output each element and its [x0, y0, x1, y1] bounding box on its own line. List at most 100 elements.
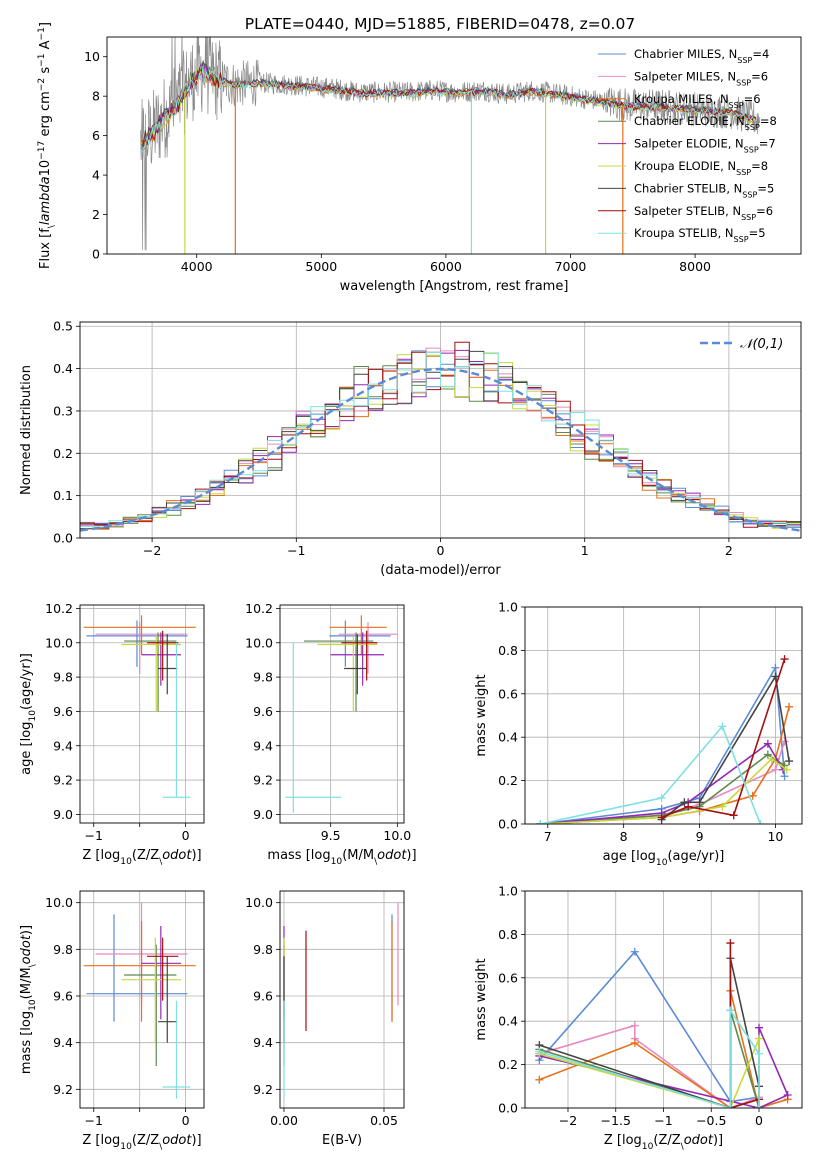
y-tick-label: 0.2 [53, 446, 73, 461]
model-line-kroupa-stelib [141, 65, 757, 154]
weight-line-chabrier-miles [538, 950, 760, 1103]
y-tick-label: 9.4 [253, 738, 273, 753]
weight-marker-kroupa-stelib [755, 1049, 764, 1058]
plot-area [283, 902, 399, 1099]
x-tick-label: 8000 [679, 259, 711, 274]
legend-label-chabrier-miles: Chabrier MILES, NSSP=4 [634, 47, 769, 65]
plot-area [535, 939, 792, 1108]
y-tick-label: 10.2 [45, 601, 73, 616]
y-tick-label: 9.0 [53, 807, 73, 822]
y-tick-label: 10.0 [45, 895, 73, 910]
y-tick-label: 0.3 [53, 403, 73, 418]
y-tick-label: 2 [92, 207, 100, 222]
plot-mass_age: 9.5 10.0 9.0 9.2 9.4 9.6 9.8 10.0 10.2 mass [log1… [245, 601, 416, 867]
plot-area [83, 902, 196, 1099]
weight-line-chabrier-miles [540, 665, 786, 824]
y-tick-label: 10.2 [245, 601, 273, 616]
error-point-kroupa-stelib [162, 1000, 191, 1099]
error-point-kroupa-stelib [285, 642, 342, 813]
error-point-salpeter-stelib [147, 630, 179, 681]
error-point-chabrier-stelib [344, 634, 367, 695]
normal-curve [80, 367, 801, 532]
x-tick-label: 10 [767, 829, 783, 844]
plot-z_mass: −1 0 9.2 9.4 9.6 9.8 10.0 Z [log10(Z/Z\odot)] ma… [19, 890, 205, 1152]
grid [525, 890, 802, 1109]
weight-marker-kroupa-elodie [767, 754, 776, 763]
weight-marker-kroupa-stelib [657, 793, 666, 802]
weight-marker-salpeter-elodie [783, 1090, 792, 1099]
legend: Chabrier MILES, NSSP=4 Salpeter MILES, NS… [598, 47, 777, 244]
weight-marker-chabrier-stelib [695, 798, 704, 807]
axes-frame [279, 604, 405, 824]
error-point-salpeter-miles [338, 622, 398, 674]
error-point-chabrier-miles [86, 620, 188, 667]
y-tick-label: 0.6 [498, 970, 518, 985]
plot-area [83, 615, 196, 798]
weight-marker-kroupa-stelib [755, 1104, 764, 1108]
y-tick-label: 9.8 [253, 670, 273, 685]
y-tick-label: 0.0 [498, 1101, 518, 1116]
x-tick-label: 7000 [555, 259, 587, 274]
y-axis-label: mass weight [474, 674, 489, 756]
y-tick-label: 10.0 [245, 895, 273, 910]
error-point-salpeter-stelib [147, 937, 179, 1001]
weight-marker-salpeter-elodie [755, 1023, 764, 1032]
y-tick-label: 0.2 [498, 773, 518, 788]
x-axis-label: Z [log10(Z/Z\odot)] [604, 1133, 723, 1152]
y-tick-label: 9.6 [253, 704, 273, 719]
weight-marker-salpeter-miles [771, 765, 780, 774]
y-tick-label: 0.0 [498, 817, 518, 832]
legend-label-chabrier-stelib: Chabrier STELIB, NSSP=5 [634, 181, 774, 199]
y-tick-label: 9.4 [53, 738, 73, 753]
y-tick-label: 9.2 [53, 1082, 73, 1097]
weight-marker-chabrier-miles [780, 772, 789, 781]
weight-marker-kroupa-stelib [756, 820, 765, 824]
y-tick-label: 1.0 [498, 600, 518, 615]
weight-marker-kroupa-stelib [718, 722, 727, 731]
weight-marker-salpeter-miles [630, 1021, 639, 1030]
weight-line-salpeter-stelib [661, 658, 786, 819]
y-tick-label: 9.6 [53, 704, 73, 719]
weight-marker-kroupa-stelib [536, 820, 545, 824]
y-tick-label: 9.4 [53, 1035, 73, 1050]
plot-spectrum: 4000 5000 6000 7000 8000 0 2 4 6 8 10 wavelength [A… [37, 22, 802, 294]
y-axis-label: age [log10(age/yr)] [19, 653, 38, 775]
error-point-chabrier-stelib [158, 956, 178, 1043]
axes-frame [524, 606, 803, 825]
weight-marker-salpeter-elodie [763, 739, 772, 748]
legend-label-chabrier-elodie: Chabrier ELODIE, NSSP=8 [634, 114, 777, 132]
weight-marker-chabrier-stelib [680, 798, 689, 807]
weight-marker-kroupa-stelib [535, 1047, 544, 1056]
axes-frame [279, 890, 405, 1109]
x-tick-label: −2 [559, 1113, 577, 1128]
grid [525, 606, 802, 825]
y-tick-label: 1.0 [498, 884, 518, 899]
y-tick-label: 0 [92, 247, 100, 262]
y-tick-label: 0.4 [498, 1014, 518, 1029]
plot-area [285, 615, 398, 813]
error-point-kroupa-elodie [121, 635, 182, 712]
y-tick-label: 9.8 [53, 670, 73, 685]
axes-frame [524, 890, 803, 1109]
x-tick-label: 0.00 [270, 1113, 298, 1128]
weight-marker-kroupa-miles [535, 1075, 544, 1084]
model-line-chabrier-elodie [141, 63, 756, 149]
x-tick-label: −1 [287, 543, 305, 558]
legend-label-salpeter-stelib: Salpeter STELIB, NSSP=6 [634, 204, 773, 222]
y-axis-label: mass [log10(M/M\odot)] [19, 925, 38, 1074]
x-tick-label: −1 [85, 828, 103, 843]
x-tick-label: 8 [620, 829, 628, 844]
y-tick-label: 9.6 [53, 989, 73, 1004]
grid [280, 605, 404, 823]
x-tick-label: 0 [755, 1113, 763, 1128]
error-point-kroupa-stelib [162, 642, 191, 798]
figure-title: PLATE=0440, MJD=51885, FIBERID=0478, z=0… [245, 15, 635, 33]
x-tick-label: 0 [182, 828, 190, 843]
legend: 𝒩(0,1) [700, 337, 783, 352]
error-point-kroupa-elodie [121, 937, 182, 1043]
weight-marker-salpeter-stelib [684, 802, 693, 811]
spectrum-data-line [140, 37, 760, 251]
error-point-chabrier-stelib [158, 634, 178, 695]
weight-marker-chabrier-elodie [763, 750, 772, 759]
